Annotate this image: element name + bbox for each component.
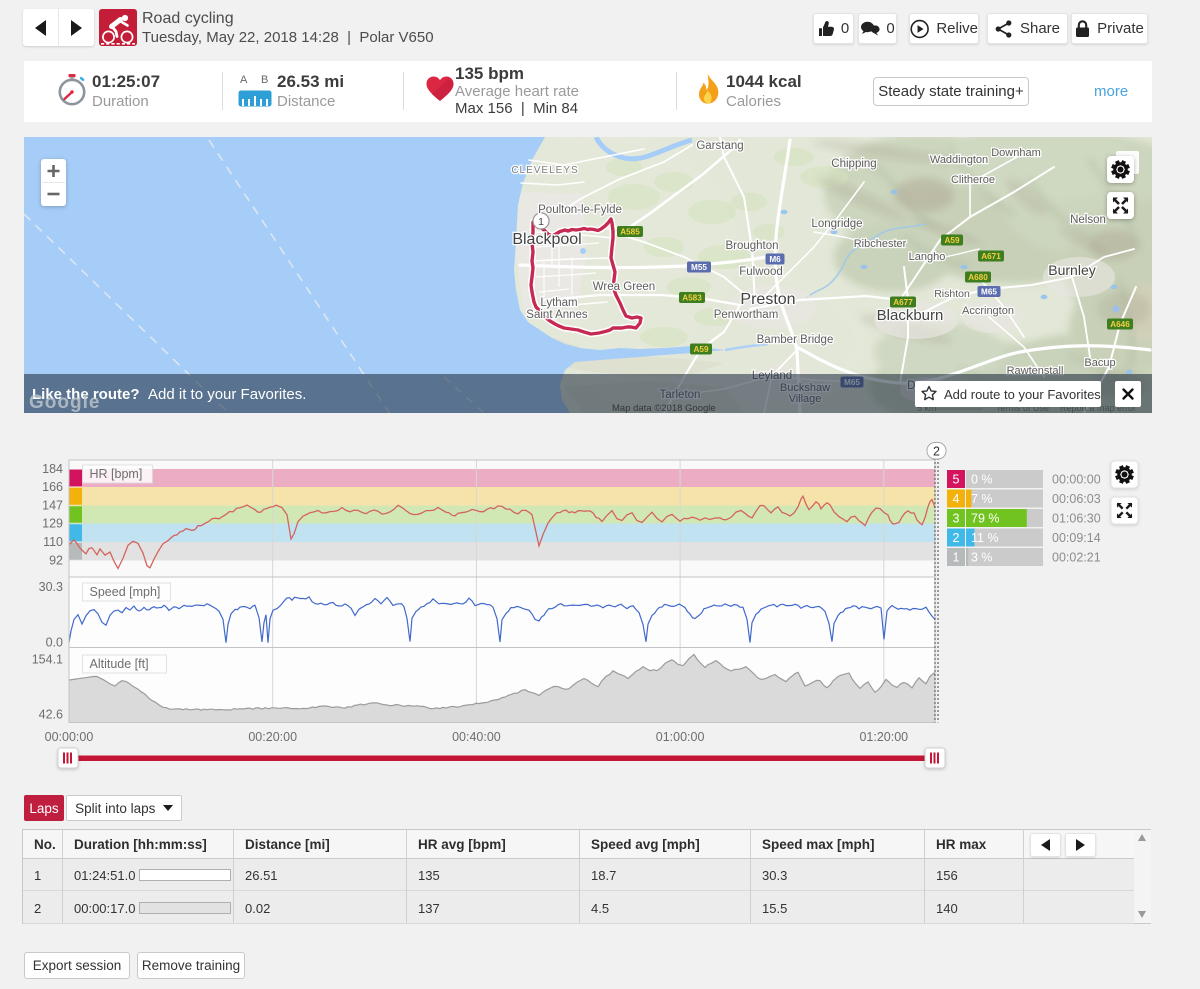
svg-text:Terms of Use: Terms of Use: [996, 403, 1049, 413]
svg-text:Rishton: Rishton: [934, 288, 970, 300]
svg-text:4: 4: [953, 492, 960, 506]
svg-text:Poulton-le-Fylde: Poulton-le-Fylde: [538, 204, 622, 216]
svg-text:Speed [mph]: Speed [mph]: [90, 585, 161, 599]
svg-text:42.6: 42.6: [39, 708, 63, 722]
svg-text:00:40:00: 00:40:00: [452, 730, 501, 744]
svg-text:110: 110: [43, 535, 63, 549]
svg-text:00:09:14: 00:09:14: [1052, 531, 1101, 545]
svg-text:Nelson: Nelson: [1070, 214, 1106, 226]
svg-text:154.1: 154.1: [32, 653, 63, 667]
svg-text:Chipping: Chipping: [831, 158, 876, 170]
svg-text:Bacup: Bacup: [1084, 357, 1115, 369]
svg-text:129: 129: [42, 517, 63, 531]
svg-text:Penwortham: Penwortham: [714, 309, 779, 321]
svg-text:Broughton: Broughton: [725, 240, 778, 252]
svg-text:3: 3: [953, 512, 960, 526]
svg-text:Lytham: Lytham: [540, 297, 577, 309]
svg-text:Garstang: Garstang: [696, 140, 743, 152]
svg-text:00:02:21: 00:02:21: [1052, 551, 1101, 565]
svg-text:147: 147: [42, 499, 63, 513]
svg-text:CLEVELEYS: CLEVELEYS: [511, 165, 578, 176]
svg-text:Preston: Preston: [740, 291, 795, 308]
svg-text:Google: Google: [29, 392, 100, 413]
svg-text:A59: A59: [693, 345, 708, 354]
svg-text:A583: A583: [682, 294, 702, 303]
svg-text:5: 5: [953, 473, 960, 487]
svg-text:Bamber Bridge: Bamber Bridge: [757, 334, 834, 346]
svg-text:Blackpool: Blackpool: [512, 231, 581, 248]
svg-text:Wrea Green: Wrea Green: [593, 281, 655, 293]
svg-text:Downham: Downham: [991, 147, 1041, 159]
svg-text:2: 2: [953, 531, 960, 545]
svg-text:A680: A680: [968, 273, 988, 282]
svg-text:00:00:00: 00:00:00: [45, 730, 94, 744]
svg-text:01:00:00: 01:00:00: [656, 730, 705, 744]
svg-text:0.0: 0.0: [46, 636, 63, 650]
svg-text:A677: A677: [893, 298, 913, 307]
svg-text:Saint Annes: Saint Annes: [526, 309, 588, 321]
svg-text:7 %: 7 %: [971, 492, 993, 506]
svg-text:Add route to your Favorites: Add route to your Favorites: [944, 387, 1101, 402]
svg-text:92: 92: [49, 554, 63, 568]
svg-text:A59: A59: [944, 236, 959, 245]
svg-text:Map data ©2018 Google: Map data ©2018 Google: [612, 403, 716, 413]
svg-text:M6: M6: [769, 255, 781, 264]
svg-text:A671: A671: [981, 252, 1001, 261]
svg-text:Clitheroe: Clitheroe: [951, 174, 995, 186]
svg-text:Accrington: Accrington: [962, 305, 1014, 317]
svg-text:Blackburn: Blackburn: [877, 307, 944, 324]
svg-text:Ribchester: Ribchester: [854, 238, 907, 250]
svg-text:166: 166: [42, 480, 63, 494]
svg-text:M55: M55: [691, 263, 707, 272]
svg-text:M65: M65: [981, 288, 997, 297]
svg-text:79 %: 79 %: [971, 512, 1000, 526]
svg-text:01:06:30: 01:06:30: [1052, 512, 1101, 526]
svg-text:5 km: 5 km: [917, 403, 937, 413]
svg-text:1: 1: [538, 216, 544, 228]
svg-text:Langho: Langho: [909, 251, 946, 263]
svg-text:0 %: 0 %: [971, 473, 993, 487]
svg-text:00:06:03: 00:06:03: [1052, 492, 1101, 506]
svg-text:1: 1: [953, 551, 960, 565]
svg-text:HR [bpm]: HR [bpm]: [90, 467, 143, 481]
svg-text:184: 184: [42, 462, 63, 476]
svg-text:Like the route?: Like the route?: [32, 386, 140, 403]
svg-text:Add it to your Favorites.: Add it to your Favorites.: [148, 386, 306, 403]
svg-text:A585: A585: [620, 228, 640, 237]
svg-text:2: 2: [933, 445, 940, 459]
svg-text:00:20:00: 00:20:00: [248, 730, 297, 744]
svg-text:3 %: 3 %: [971, 551, 993, 565]
svg-text:Longridge: Longridge: [811, 218, 862, 230]
svg-text:Waddington: Waddington: [930, 154, 988, 166]
svg-text:A646: A646: [1110, 320, 1130, 329]
svg-text:Fulwood: Fulwood: [739, 266, 782, 278]
svg-text:11 %: 11 %: [971, 531, 999, 545]
svg-text:00:00:00: 00:00:00: [1052, 473, 1101, 487]
svg-text:Altitude [ft]: Altitude [ft]: [90, 657, 149, 671]
svg-text:Burnley: Burnley: [1048, 262, 1095, 278]
svg-text:01:20:00: 01:20:00: [859, 730, 908, 744]
svg-text:Report a map error: Report a map error: [1060, 403, 1136, 413]
svg-text:30.3: 30.3: [39, 580, 63, 594]
